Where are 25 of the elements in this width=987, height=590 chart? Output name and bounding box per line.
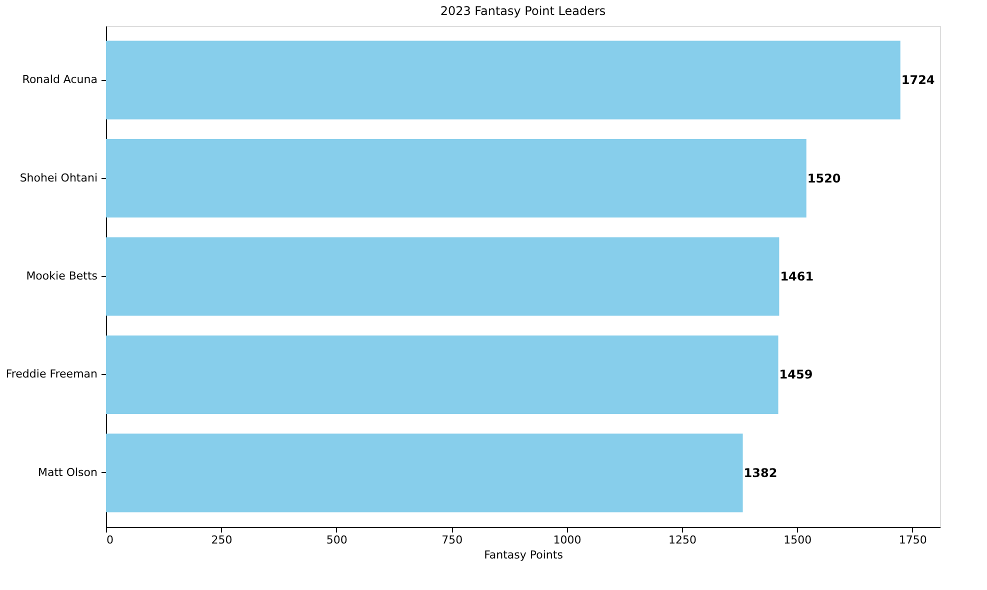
data-label: 1459 — [779, 368, 813, 382]
x-tick-label: 1250 — [668, 534, 696, 546]
x-tick-label: 1500 — [784, 534, 812, 546]
data-label: 1724 — [901, 73, 935, 88]
bar — [106, 40, 900, 120]
y-tick-label: Matt Olson — [38, 466, 98, 479]
y-tick-label: Shohei Ohtani — [20, 171, 98, 184]
x-tick-label: 750 — [442, 534, 463, 546]
bar — [106, 434, 743, 512]
x-tick-label: 1000 — [553, 534, 582, 546]
x-axis-title: Fantasy Points — [484, 548, 564, 562]
chart-title: 2023 Fantasy Point Leaders — [440, 4, 606, 18]
x-tick-label: 0 — [106, 534, 114, 546]
bar — [106, 237, 780, 316]
x-tick-label: 500 — [326, 534, 348, 546]
data-label: 1520 — [807, 171, 841, 186]
bar — [106, 138, 806, 218]
y-tick-label: Freddie Freeman — [6, 368, 98, 381]
data-label: 1382 — [744, 466, 778, 480]
bar — [106, 335, 778, 414]
x-tick-label: 1750 — [898, 534, 927, 546]
y-tick-label: Ronald Acuna — [22, 73, 98, 86]
x-tick-label: 250 — [211, 534, 232, 546]
y-tick-label: Mookie Betts — [26, 270, 98, 282]
data-label: 1461 — [780, 270, 814, 284]
